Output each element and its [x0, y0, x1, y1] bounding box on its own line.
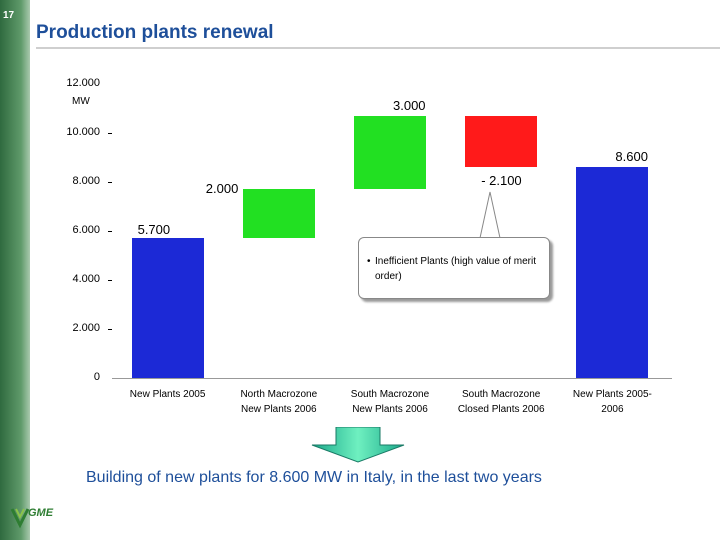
sidebar-band: [0, 0, 30, 540]
y-tick-mark: [108, 329, 112, 330]
page-number: 17: [3, 10, 15, 21]
y-tick-label: 0: [93, 371, 100, 383]
x-category-label: New Plants 2005: [129, 389, 206, 400]
y-tick-label: 12.000: [66, 77, 100, 89]
title-divider: [36, 47, 720, 49]
bar-4: [465, 115, 538, 168]
y-tick-label: 4.000: [72, 273, 100, 285]
x-category-label: North Macrozone New Plants 2006: [240, 389, 318, 415]
bar-value-label: - 2.100: [481, 173, 522, 189]
y-tick-label: 10.000: [66, 126, 100, 138]
summary-text: Building of new plants for 8.600 MW in I…: [86, 469, 542, 486]
down-arrow-icon: [311, 427, 405, 463]
x-category-label: New Plants 2005- 2006: [572, 389, 652, 415]
y-tick-mark: [108, 231, 112, 232]
y-tick-label: 8.000: [72, 175, 100, 187]
y-tick-mark: [108, 280, 112, 281]
y-tick-mark: [108, 182, 112, 183]
bar-value-label: 5.700: [137, 222, 171, 238]
bar-value-label: 2.000: [205, 181, 239, 197]
x-category-label: South Macrozone Closed Plants 2006: [457, 389, 545, 415]
bar-value-label: 3.000: [393, 97, 426, 113]
bar-1: [131, 238, 204, 378]
gme-logo-text: GME: [28, 507, 54, 519]
y-tick-label: 2.000: [72, 322, 100, 334]
bar-5: [576, 167, 649, 378]
x-axis-line: [112, 378, 672, 379]
page-title: Production plants renewal: [36, 22, 274, 43]
bar-3: [354, 115, 426, 190]
y-tick-mark: [108, 133, 112, 134]
callout-text: Inefficient Plants (high value of merit …: [375, 256, 537, 282]
y-tick-label: 6.000: [72, 224, 100, 236]
bar-value-label: 8.600: [615, 149, 648, 165]
unit-label: MW: [72, 96, 90, 107]
bar-2: [242, 189, 315, 239]
gme-logo-icon: [10, 508, 30, 529]
bullet-icon: •: [367, 256, 371, 267]
callout-box: • Inefficient Plants (high value of meri…: [358, 237, 550, 299]
x-category-label: South Macrozone New Plants 2006: [350, 389, 430, 415]
